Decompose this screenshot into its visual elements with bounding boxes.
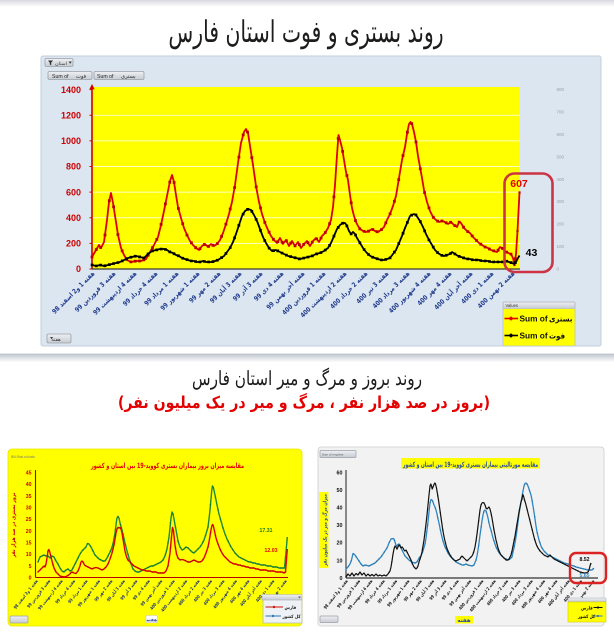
svg-text:50: 50	[337, 488, 343, 494]
svg-text:40: 40	[337, 506, 343, 512]
svg-text:700: 700	[557, 110, 565, 115]
svg-text:607: 607	[510, 178, 528, 190]
svg-text:400: 400	[557, 177, 565, 182]
svg-text:500: 500	[557, 154, 565, 159]
svg-text:5.65: 5.65	[579, 573, 589, 579]
svg-text:0: 0	[29, 575, 32, 581]
svg-text:BM.Rbst.st.khshr: BM.Rbst.st.khshr	[11, 455, 36, 459]
svg-text:15: 15	[26, 540, 32, 546]
svg-text:10: 10	[26, 552, 32, 558]
svg-text:0: 0	[76, 264, 81, 274]
svg-text:43: 43	[526, 247, 538, 259]
svg-text:1400: 1400	[61, 85, 81, 95]
svg-text:Values: Values	[506, 303, 519, 308]
svg-text:45: 45	[26, 471, 32, 477]
svg-text:Sum of: Sum of	[52, 74, 69, 80]
svg-text:17.31: 17.31	[260, 528, 273, 534]
svg-text:...: ...	[264, 596, 267, 600]
svg-text:Sum of mrg.fars: Sum of mrg.fars	[322, 453, 344, 457]
svg-text:800: 800	[557, 87, 565, 92]
svg-text:40: 40	[26, 482, 32, 488]
svg-text:300: 300	[557, 199, 565, 204]
svg-text:12.03: 12.03	[265, 548, 278, 554]
svg-text:600: 600	[66, 187, 81, 197]
svg-text:20: 20	[26, 529, 32, 535]
svg-text:25: 25	[26, 517, 32, 523]
svg-text:35: 35	[26, 494, 32, 500]
svg-text:20: 20	[337, 541, 343, 547]
svg-text:800: 800	[66, 162, 81, 172]
svg-text:Sum of: Sum of	[520, 331, 548, 341]
svg-text:Sum of: Sum of	[520, 314, 548, 324]
svg-text:0: 0	[340, 576, 343, 582]
svg-text:8.52: 8.52	[579, 557, 589, 563]
svg-text:30: 30	[26, 506, 32, 512]
svg-text:600: 600	[557, 132, 565, 137]
svg-text:400: 400	[66, 213, 81, 223]
svg-text:1200: 1200	[61, 110, 81, 120]
svg-text:200: 200	[557, 222, 565, 227]
svg-text:100: 100	[557, 244, 565, 249]
svg-text:200: 200	[66, 239, 81, 249]
svg-text:0: 0	[557, 267, 560, 272]
svg-text:60: 60	[337, 470, 343, 476]
svg-text:10: 10	[337, 558, 343, 564]
svg-text:5: 5	[29, 564, 32, 570]
svg-text:Sum of: Sum of	[97, 74, 114, 80]
svg-text:30: 30	[337, 523, 343, 529]
svg-text:1000: 1000	[61, 136, 81, 146]
